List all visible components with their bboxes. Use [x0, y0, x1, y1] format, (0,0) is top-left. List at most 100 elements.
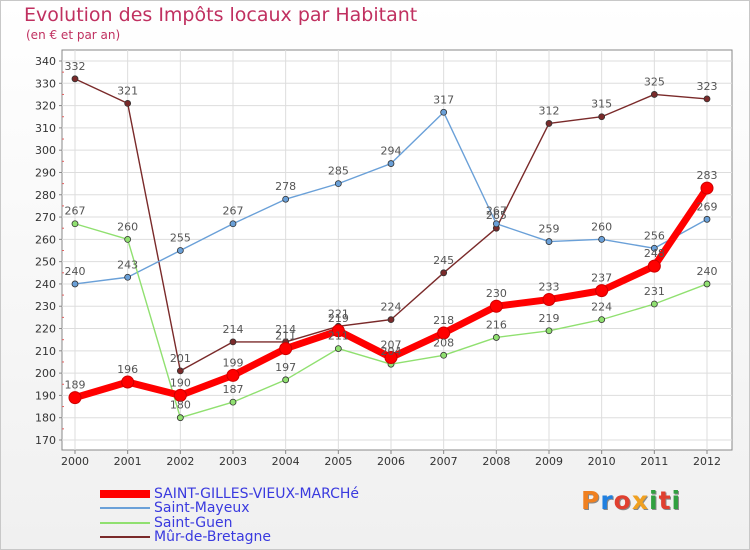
- data-point: [650, 300, 658, 308]
- data-point: [173, 388, 187, 402]
- legend-label: Saint-Mayeux: [154, 500, 250, 516]
- data-label: 214: [275, 323, 296, 336]
- y-tick-label: 220: [35, 323, 56, 336]
- x-tick-label: 2003: [219, 455, 247, 468]
- logo-letter: o: [613, 486, 632, 515]
- data-point: [492, 220, 500, 228]
- data-label: 278: [275, 180, 296, 193]
- data-point: [229, 338, 237, 346]
- data-point: [124, 235, 132, 243]
- data-point: [387, 160, 395, 167]
- y-tick-label: 280: [35, 189, 56, 202]
- data-point: [650, 91, 658, 98]
- data-label: 208: [433, 336, 454, 349]
- data-point: [334, 180, 342, 188]
- data-label: 294: [381, 145, 402, 158]
- data-point: [542, 293, 556, 307]
- data-label: 259: [539, 223, 560, 236]
- data-point: [176, 247, 184, 254]
- data-label: 207: [381, 339, 402, 352]
- x-tick-label: 2010: [588, 455, 616, 468]
- data-label: 323: [697, 80, 718, 93]
- data-label: 283: [697, 169, 718, 182]
- x-tick-label: 2011: [640, 455, 668, 468]
- data-point: [440, 269, 448, 277]
- data-label: 245: [433, 254, 454, 267]
- data-label: 189: [65, 379, 86, 392]
- data-point: [595, 284, 609, 298]
- x-tick-label: 2000: [61, 455, 89, 468]
- data-point: [437, 326, 451, 340]
- legend-swatch: [100, 522, 150, 524]
- data-point: [71, 75, 79, 83]
- data-label: 224: [381, 301, 402, 314]
- y-tick-label: 170: [35, 434, 56, 447]
- data-point: [489, 299, 503, 313]
- legend-label: Saint-Guen: [154, 515, 233, 531]
- data-point: [124, 99, 132, 107]
- x-tick-label: 2002: [166, 455, 194, 468]
- chart-title: Evolution des Impôts locaux par Habitant: [24, 4, 418, 26]
- y-tick-label: 310: [35, 122, 56, 135]
- data-point: [384, 351, 398, 365]
- data-label: 265: [486, 209, 507, 222]
- legend-label: Mûr-de-Bretagne: [154, 529, 272, 545]
- legend-item-saint-gilles: SAINT-GILLES-VIEUX-MARCHé: [100, 486, 359, 502]
- data-label: 199: [223, 356, 244, 369]
- data-label: 231: [644, 285, 665, 298]
- legend-item-saint-guen: Saint-Guen: [100, 515, 233, 531]
- data-point: [650, 244, 658, 252]
- legend-item-saint-mayeux: Saint-Mayeux: [100, 500, 249, 516]
- legend-label: SAINT-GILLES-VIEUX-MARCHé: [154, 486, 360, 502]
- data-label: 214: [223, 323, 244, 336]
- data-point: [703, 280, 711, 288]
- data-point: [68, 391, 82, 405]
- data-label: 187: [223, 383, 244, 396]
- x-tick-label: 2001: [114, 455, 142, 468]
- data-label: 197: [275, 361, 296, 374]
- data-label: 237: [591, 272, 612, 285]
- data-label: 190: [170, 376, 191, 389]
- data-point: [598, 316, 606, 324]
- data-point: [703, 95, 711, 103]
- data-label: 230: [486, 287, 507, 300]
- y-tick-label: 200: [35, 367, 56, 380]
- data-label: 315: [591, 98, 612, 111]
- logo-letter: x: [631, 486, 649, 515]
- y-tick-label: 240: [35, 278, 56, 291]
- data-label: 224: [591, 301, 612, 314]
- x-tick-label: 2007: [430, 455, 458, 468]
- data-label: 256: [644, 229, 665, 242]
- x-tick-label: 2005: [324, 455, 352, 468]
- data-point: [226, 368, 240, 382]
- y-tick-label: 340: [35, 55, 56, 68]
- data-label: 267: [223, 205, 244, 218]
- data-point: [124, 273, 132, 281]
- data-label: 243: [117, 258, 138, 271]
- data-point: [282, 376, 290, 384]
- x-tick-label: 2012: [693, 455, 721, 468]
- data-label: 285: [328, 165, 349, 178]
- data-point: [647, 259, 661, 273]
- plot-area: [61, 49, 733, 451]
- data-point: [71, 220, 79, 228]
- data-label: 211: [328, 330, 349, 343]
- data-label: 269: [697, 200, 718, 213]
- data-point: [440, 108, 448, 116]
- data-label: 216: [486, 318, 507, 331]
- data-label: 332: [65, 60, 86, 73]
- y-tick-label: 190: [35, 389, 56, 402]
- y-tick-label: 180: [35, 412, 56, 425]
- data-point: [492, 334, 500, 341]
- data-label: 218: [433, 314, 454, 327]
- chart-subtitle: (en € et par an): [26, 28, 121, 42]
- data-label: 267: [65, 205, 86, 218]
- logo-letter: i: [649, 486, 659, 515]
- data-label: 321: [117, 84, 138, 97]
- data-point: [176, 414, 184, 422]
- data-label: 196: [117, 363, 138, 376]
- data-point: [703, 215, 711, 223]
- y-tick-label: 210: [35, 345, 56, 358]
- data-point: [545, 120, 553, 127]
